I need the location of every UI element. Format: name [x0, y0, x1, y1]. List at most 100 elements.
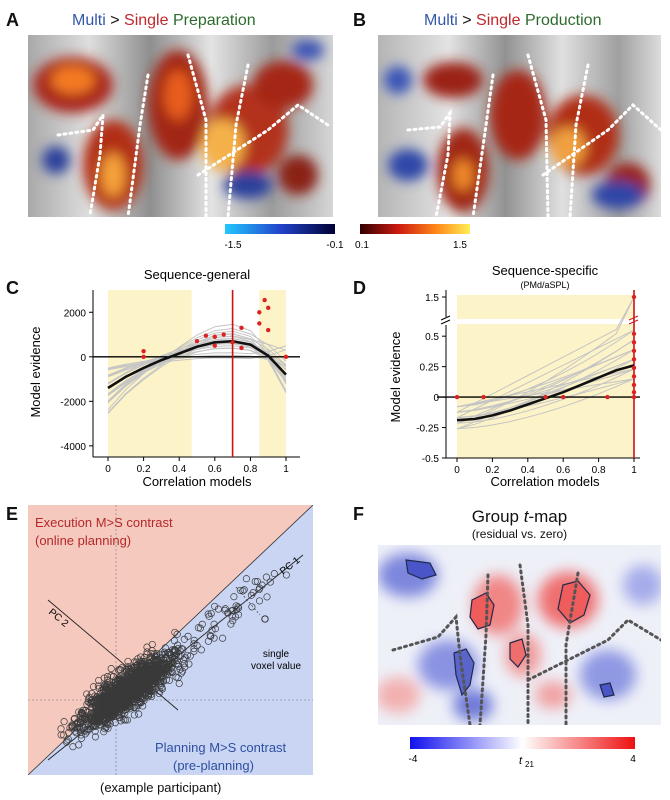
panel-d-subject-peak — [605, 394, 610, 400]
panel-d-subject-curve — [456, 358, 635, 413]
panel-d-xtick-label: 0.2 — [485, 465, 499, 476]
panel-c-subject-curve — [107, 345, 287, 377]
colorbar-positive — [360, 224, 470, 234]
panel-c-subject-peak — [283, 354, 289, 359]
panel-e-voxel-highlight — [261, 615, 269, 623]
panel-d-xtick-label: 0.8 — [592, 465, 606, 476]
voxel-point — [210, 634, 218, 642]
panel-f-tmap — [378, 545, 661, 725]
voxel-point — [166, 650, 174, 658]
panel-d-subject-peak — [631, 294, 637, 300]
voxel-point — [141, 676, 149, 684]
panel-c-subject-curve — [107, 345, 287, 369]
colorbar-negative — [225, 224, 335, 234]
voxel-point — [106, 690, 114, 698]
voxel-point — [77, 731, 85, 739]
voxel-point — [161, 648, 169, 656]
voxel-point — [111, 719, 119, 727]
voxel-point — [234, 611, 243, 619]
voxel-point — [121, 716, 129, 724]
panel-c-xtick-label: 0.4 — [172, 464, 186, 475]
panel-c-subject-peak — [239, 325, 244, 331]
panel-d-ytick-label: -0.5 — [422, 454, 440, 465]
panel-c-ytick-label: -4000 — [60, 442, 86, 453]
panel-f-cb-min: -4 — [409, 754, 418, 765]
voxel-point — [140, 657, 149, 665]
voxel-point — [197, 646, 205, 654]
voxel-point — [150, 650, 159, 658]
voxel-point — [151, 657, 159, 665]
voxel-point — [211, 625, 219, 633]
panel-c-subject-peak — [221, 332, 226, 337]
panel-c-subject-peak — [141, 349, 146, 354]
voxel-point — [198, 620, 206, 628]
voxel-point — [178, 667, 187, 675]
panel-d-subject-curve — [456, 349, 635, 408]
voxel-point — [236, 586, 244, 594]
voxel-point — [174, 661, 182, 669]
voxel-point — [105, 707, 113, 715]
voxel-point — [60, 718, 68, 726]
voxel-point — [255, 586, 263, 594]
panel-c-chart: Sequence-general 2000 0 -2000 -4000 0 0.2 0.4… — [28, 267, 300, 489]
voxel-point — [144, 664, 152, 672]
panel-d-subject-curve — [456, 368, 635, 424]
voxel-point — [143, 650, 151, 658]
voxel-point — [114, 696, 122, 704]
voxel-point — [171, 628, 179, 636]
voxel-point — [79, 723, 87, 732]
panel-e-caption: (example participant) — [100, 780, 222, 795]
panel-c-subject-peak — [141, 354, 146, 359]
voxel-point — [186, 652, 194, 660]
panel-c-subject-peak — [212, 343, 217, 348]
voxel-point — [262, 573, 270, 581]
panel-c-xtick-label: 1 — [283, 464, 289, 475]
voxel-point — [102, 686, 110, 694]
voxel-point — [134, 655, 142, 663]
voxel-point — [91, 721, 99, 730]
panel-d-subject-curve — [456, 378, 635, 430]
panel-a-title-multi: Multi — [72, 12, 106, 29]
voxel-point — [74, 718, 82, 726]
panel-b-title-phase: Production — [524, 12, 602, 29]
voxel-point — [121, 703, 129, 711]
panel-a-title-phase: Preparation — [172, 12, 256, 29]
panel-a-title-gt: > — [110, 12, 120, 29]
panel-c-mean-curve — [107, 339, 287, 390]
voxel-point — [181, 654, 189, 662]
voxel-point — [86, 712, 94, 720]
voxel-point — [266, 578, 274, 586]
voxel-point — [136, 687, 145, 695]
voxel-point — [121, 675, 129, 683]
voxel-point — [122, 665, 130, 673]
voxel-point — [63, 737, 71, 745]
panel-d-subject-peak — [631, 357, 637, 362]
panel-c-subject-peak — [266, 305, 271, 311]
voxel-point — [120, 688, 129, 696]
panel-c-title: Sequence-general — [144, 267, 250, 282]
voxel-point — [282, 571, 290, 579]
panel-c-ytick-label: -2000 — [60, 397, 86, 408]
voxel-point — [130, 691, 138, 699]
voxel-point — [155, 689, 163, 698]
voxel-point — [145, 683, 153, 692]
panel-d-subject-curve — [456, 329, 635, 419]
voxel-point — [77, 728, 85, 736]
panel-d-ytick-label: 0.25 — [420, 363, 440, 374]
panel-f-title-t: t — [523, 507, 529, 526]
voxel-point — [106, 720, 114, 728]
voxel-point — [83, 690, 91, 698]
voxel-point — [136, 698, 144, 706]
panel-c-subject-peak — [266, 327, 271, 333]
panel-e-scatter: Execution M>S contrast (online planning)… — [28, 505, 313, 775]
panel-d-ytick-label: 1.5 — [425, 293, 439, 304]
voxel-point — [130, 711, 138, 719]
panel-c-xtick-label: 0.6 — [208, 464, 222, 475]
panel-d-subject-peak — [631, 394, 637, 400]
voxel-point — [127, 671, 135, 679]
voxel-point — [119, 679, 127, 687]
voxel-point — [93, 700, 101, 708]
panel-e-exec-sub: (online planning) — [35, 533, 131, 548]
voxel-point — [232, 602, 240, 610]
voxel-point — [251, 577, 259, 586]
